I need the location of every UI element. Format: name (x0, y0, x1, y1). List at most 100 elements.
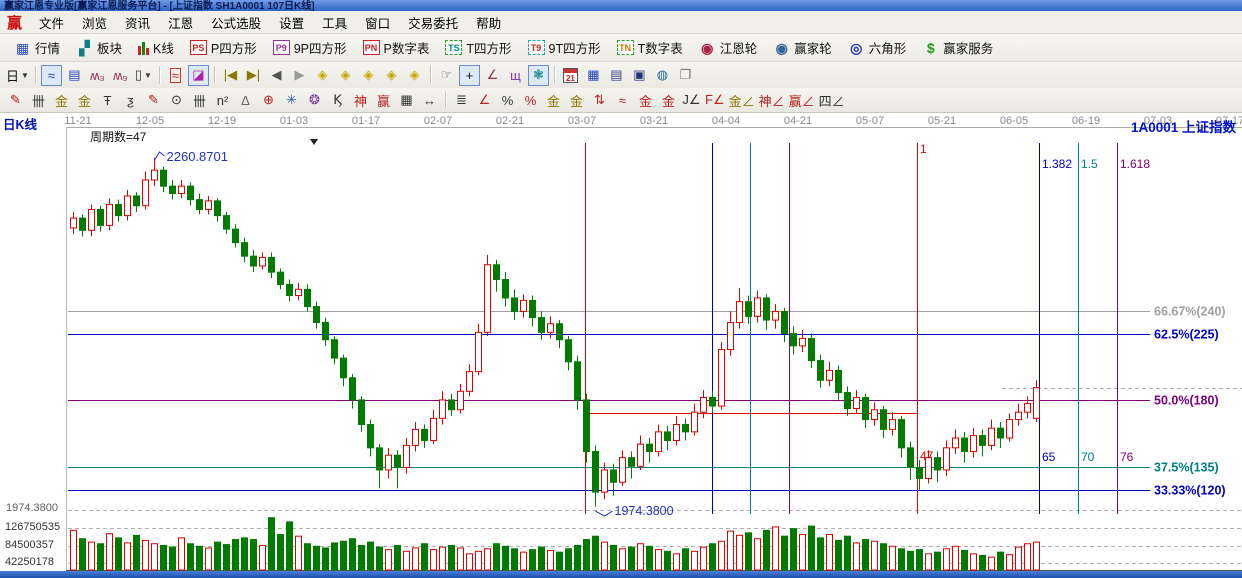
ying-tool[interactable]: 赢 (373, 90, 394, 111)
density-tool[interactable]: 卌 (189, 90, 210, 111)
gold-section-tool-glyph: 金 (77, 93, 91, 109)
percent-angle-tool[interactable]: ∠ (474, 90, 495, 111)
angle-measure-button[interactable]: ∠ (482, 65, 503, 86)
chart3-button[interactable]: ʍ₃ (87, 65, 108, 86)
percent-line-tool[interactable]: % (520, 90, 541, 111)
pan-hand-button-glyph: ☞ (440, 67, 453, 82)
f-line-tool[interactable]: Ŧ (97, 90, 118, 111)
price-scale-tool[interactable]: ≣ (451, 90, 472, 111)
shift-left-button[interactable]: ◈ (312, 65, 333, 86)
f-angle-tool[interactable]: F∠ (704, 90, 726, 111)
gold-box-tool[interactable]: 金 (658, 90, 679, 111)
menu-item-1[interactable]: 文件 (39, 16, 65, 31)
t-square-button[interactable]: TS T四方形 (437, 34, 519, 61)
calculator-button[interactable]: ▦ (583, 65, 604, 86)
9p-square-button[interactable]: P9 9P四方形 (265, 34, 355, 61)
kline-chart-canvas[interactable]: 11-21 12-05 12-19 01-03 01-17 02-07 02-21 03-07… (0, 113, 1242, 571)
menu-item-8[interactable]: 窗口 (365, 16, 391, 31)
shift-left-button-glyph: ◈ (317, 67, 328, 82)
gann-wheel-button[interactable]: ◉ 江恩轮 (691, 34, 766, 61)
p-table-button[interactable]: PN P数字表 (355, 34, 438, 61)
gold-angle-tool[interactable]: 金∠ (728, 90, 756, 111)
structure-button[interactable]: щ (505, 65, 526, 86)
hexagon-button[interactable]: ◎ 六角形 (840, 34, 915, 61)
menu-item-6[interactable]: 设置 (279, 16, 305, 31)
web-export-button[interactable]: ◍ (652, 65, 673, 86)
order-cart-button[interactable]: ❐ (675, 65, 696, 86)
svg-text:50.0%(180): 50.0%(180) (1154, 394, 1219, 408)
gold-line-tool[interactable]: 金 (566, 90, 587, 111)
9t-square-button[interactable]: T9 9T四方形 (520, 34, 609, 61)
kline-button[interactable]: K线 (130, 34, 182, 61)
save-button[interactable]: ▣ (629, 65, 650, 86)
gold-red-tool[interactable]: 金 (635, 90, 656, 111)
prev-bar-button[interactable]: ◀ (266, 65, 287, 86)
square-number-tool[interactable]: n² (212, 90, 233, 111)
j-angle-tool[interactable]: J∠ (681, 90, 702, 111)
si-angle-tool[interactable]: 四∠ (818, 90, 846, 111)
quote-button[interactable]: ▦ 行情 (6, 34, 68, 61)
updown-tool[interactable]: ⇅ (589, 90, 610, 111)
grid-web-tool[interactable]: ❂ (304, 90, 325, 111)
menu-item-5[interactable]: 公式选股 (211, 16, 262, 31)
gold-ratio-tool[interactable]: 金 (51, 90, 72, 111)
crosshair-button[interactable]: + (458, 64, 480, 86)
double-button-glyph: ◈ (386, 67, 397, 82)
double-button[interactable]: ◈ (381, 65, 402, 86)
h-measure-tool-glyph: ↔ (423, 92, 436, 108)
spiral-tool[interactable]: ƺ (120, 90, 141, 111)
menu-item-2[interactable]: 浏览 (82, 16, 108, 31)
shift-right-button[interactable]: ◈ (335, 65, 356, 86)
next-bar-button[interactable]: ▶ (289, 65, 310, 86)
percent-tool[interactable]: % (497, 90, 518, 111)
first-bar-button[interactable]: |◀ (220, 65, 241, 86)
info-doc-button[interactable]: ▤ (64, 65, 85, 86)
period-day-button[interactable]: 日 ▼ (5, 65, 30, 86)
compress-button[interactable]: ◈ (404, 65, 425, 86)
red-wave-button[interactable]: ≈ (165, 65, 186, 86)
menu-item-9[interactable]: 交易委托 (408, 16, 459, 31)
pan-hand-button[interactable]: ☞ (436, 65, 457, 86)
trend-wave-button[interactable]: ≈ (40, 64, 62, 86)
color-hist-button[interactable]: ◪ (187, 64, 209, 86)
knife-tool[interactable]: ✎ (143, 90, 164, 111)
notes-button[interactable]: ▤ (606, 65, 627, 86)
pencil-tool[interactable]: ✎ (5, 90, 26, 111)
menu-item-7[interactable]: 工具 (322, 16, 348, 31)
compass-tool-glyph: ⊕ (263, 92, 274, 107)
angle-mirror-tool[interactable]: ∆ (235, 90, 256, 111)
shen-tool[interactable]: 神 (350, 90, 371, 111)
chart9-button[interactable]: ʍ₉ (110, 65, 131, 86)
svg-text:65: 65 (1042, 450, 1056, 464)
grid-tool[interactable]: 卌 (28, 90, 49, 111)
menu-item-4[interactable]: 江恩 (168, 16, 194, 31)
shen-angle-tool[interactable]: 神∠ (758, 90, 786, 111)
menu-item-3[interactable]: 资讯 (125, 16, 151, 31)
menu-item-10[interactable]: 帮助 (476, 16, 502, 31)
ruler-grid-tool[interactable]: ▦ (396, 90, 417, 111)
title-bar[interactable]: 赢家江恩专业版[赢家江恩服务平台] - [上证指数 SH1A0001 107日K… (0, 0, 1242, 11)
winner-service-button[interactable]: $ 赢家服务 (914, 34, 1001, 61)
expand-button[interactable]: ◈ (358, 65, 379, 86)
chart-area[interactable]: 11-21 12-05 12-19 01-03 01-17 02-07 02-21 03-07… (0, 113, 1242, 571)
wave-line-tool[interactable]: ≈ (612, 90, 633, 111)
gold-section-tool[interactable]: 金 (74, 90, 95, 111)
compass-tool[interactable]: ⊕ (258, 90, 279, 111)
brain-button[interactable]: ❃ (527, 64, 549, 86)
gold-angle-tool-glyph: 金∠ (728, 93, 755, 109)
clock-circle-tool[interactable]: ⊙ (166, 90, 187, 111)
calendar-button[interactable]: 21 (560, 65, 581, 86)
sector-button[interactable]: ▞ 板块 (68, 34, 130, 61)
candle-type-button[interactable]: ▯ ▼ (133, 65, 154, 86)
p-square-button[interactable]: PS P四方形 (182, 34, 265, 61)
square-number-tool-glyph: n² (216, 92, 229, 108)
star-web-tool[interactable]: ✳ (281, 90, 302, 111)
t-square-button-label: T四方形 (466, 42, 512, 56)
last-bar-button[interactable]: ▶| (243, 65, 264, 86)
ying-angle-tool[interactable]: 赢∠ (788, 90, 816, 111)
h-measure-tool[interactable]: ↔ (419, 90, 440, 111)
gold-circle-tool[interactable]: 金 (543, 90, 564, 111)
winner-wheel-button[interactable]: ◉ 赢家轮 (765, 34, 840, 61)
k-notation-tool[interactable]: Ϗ (327, 90, 348, 111)
t-table-button[interactable]: TN T数字表 (609, 34, 691, 61)
